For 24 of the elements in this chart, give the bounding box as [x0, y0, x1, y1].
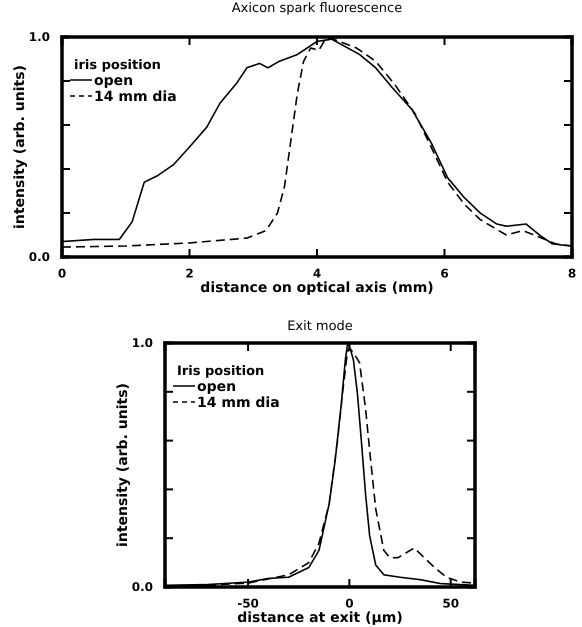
y-tick-label: 1.0: [28, 30, 50, 44]
x-tick-label: 8: [568, 266, 576, 281]
legend-label: 14 mm dia: [197, 395, 280, 411]
chart-title: Exit mode: [287, 319, 353, 334]
y-tick-label: 0.0: [28, 250, 50, 264]
x-tick-label: 4: [312, 266, 322, 281]
legend-title: Iris position: [177, 364, 264, 379]
x-tick-label: 0: [58, 266, 66, 281]
x-tick-label: 50: [442, 596, 460, 611]
y-tick-label: 1.0: [132, 336, 153, 350]
legend-label: open: [197, 379, 236, 395]
legend-label: open: [94, 73, 134, 89]
x-axis-title: distance at exit (μm): [237, 610, 403, 626]
x-axis-title: distance on optical axis (mm): [200, 280, 434, 296]
y-axis-title: intensity (arb. units): [115, 383, 131, 547]
x-tick-label: 6: [440, 266, 449, 281]
x-tick-label: 2: [185, 266, 194, 281]
legend-title: iris position: [74, 58, 161, 73]
x-tick-label: 0: [345, 596, 354, 611]
y-axis-title: intensity (arb. units): [12, 65, 28, 229]
legend-label: 14 mm dia: [94, 89, 177, 105]
x-tick-label: -50: [237, 596, 259, 611]
y-tick-label: 0.0: [132, 580, 153, 594]
chart-title: Axicon spark fluorescence: [232, 1, 402, 16]
